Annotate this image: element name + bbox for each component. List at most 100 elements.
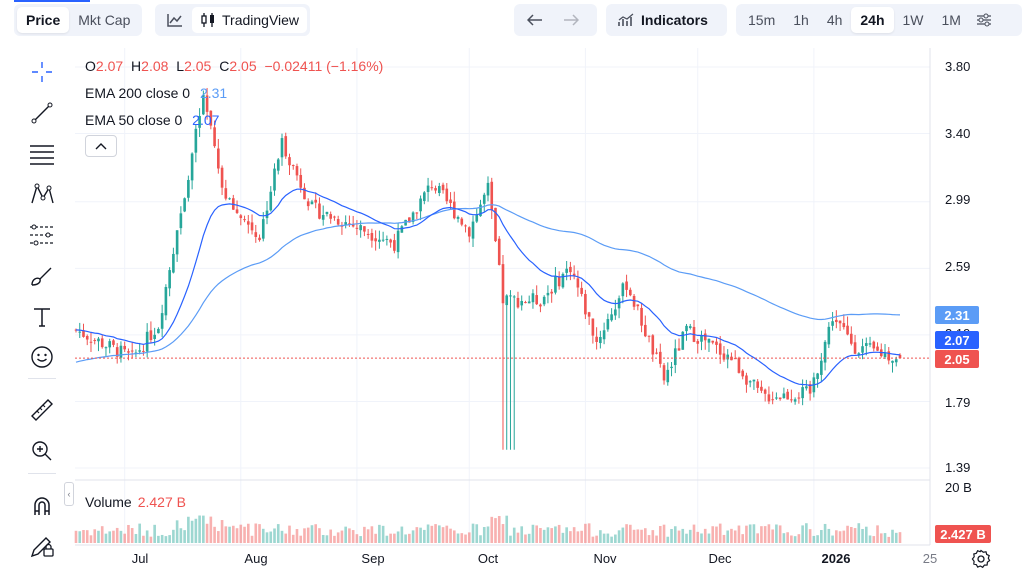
volume-bar [707, 533, 711, 543]
interval-15m[interactable]: 15m [748, 12, 776, 28]
volume-legend[interactable]: Volume 2.427 B [85, 494, 186, 510]
interval-1m[interactable]: 1M [941, 12, 961, 28]
candle-body [363, 226, 366, 232]
emoji-tool[interactable] [22, 341, 62, 373]
pattern-tool[interactable] [22, 178, 62, 210]
ema50-legend[interactable]: EMA 50 close 0 2.07 [85, 112, 219, 128]
arrow-right-icon [564, 14, 579, 26]
chart-settings-button[interactable] [970, 7, 998, 33]
volume-bar [460, 533, 464, 543]
candle-body [202, 94, 205, 115]
arrow-left-icon [527, 14, 542, 26]
volume-bar [610, 536, 613, 543]
interval-4h[interactable]: 4h [826, 12, 843, 28]
volume-bar [775, 524, 778, 543]
fib-tool[interactable] [22, 138, 62, 170]
volume-bar [396, 531, 400, 543]
candle-body [250, 222, 254, 231]
candle-body [497, 238, 501, 265]
trendline-tool[interactable] [22, 97, 62, 129]
candle-body [554, 276, 557, 293]
indicators-button[interactable]: Indicators [609, 7, 716, 33]
volume-bar [546, 527, 550, 543]
candle-body [119, 345, 123, 358]
candle-body [640, 307, 643, 326]
volume-bar [501, 524, 505, 543]
brush-tool[interactable] [22, 260, 62, 292]
text-tool[interactable] [22, 301, 62, 333]
active-tab-indicator [14, 0, 90, 2]
volume-bar [790, 535, 793, 543]
ema50-line [75, 188, 901, 387]
interval-1w[interactable]: 1W [902, 12, 924, 28]
volume-bar [321, 534, 325, 543]
candle-body [464, 225, 467, 227]
volume-bar [145, 530, 149, 543]
volume-bar [172, 529, 175, 543]
price-button[interactable]: Price [17, 7, 70, 33]
crosshair-tool[interactable] [22, 56, 62, 88]
candle-body [602, 330, 606, 340]
candle-body [569, 266, 572, 273]
candle-body [557, 277, 561, 287]
candle-body [333, 216, 336, 218]
open-value: 2.07 [95, 58, 124, 74]
volume-bar [580, 530, 583, 543]
ruler-tool[interactable] [22, 394, 62, 426]
interval-1h[interactable]: 1h [793, 12, 809, 28]
smiley-icon [31, 346, 53, 368]
candle-body [423, 192, 426, 201]
lock-drawings-tool[interactable] [22, 530, 62, 562]
volume-bar [381, 525, 385, 543]
volume-bar [471, 523, 475, 543]
open-label: O [85, 58, 96, 74]
volume-bar [835, 530, 838, 543]
candle-body [228, 198, 231, 200]
volume-bar [584, 523, 587, 543]
line-chart-button[interactable] [158, 7, 192, 33]
volume-bar [640, 529, 643, 543]
volume-bar [85, 530, 89, 543]
interval-24h[interactable]: 24h [851, 7, 894, 33]
candle-body [172, 253, 175, 273]
candle-body [138, 350, 141, 352]
candle-body [748, 381, 752, 383]
mktcap-button[interactable]: Mkt Cap [78, 12, 131, 28]
volume-bar [276, 524, 280, 543]
magnet-tool[interactable] [22, 490, 62, 522]
zoom-tool[interactable] [22, 435, 62, 467]
axis-settings-button[interactable] [970, 548, 992, 570]
candle-body [318, 203, 321, 219]
candle-body [400, 226, 404, 233]
volume-bar [722, 534, 726, 543]
chart-grid [75, 48, 931, 546]
ema200-legend[interactable]: EMA 200 close 0 2.31 [85, 85, 227, 101]
candle-body [396, 230, 400, 253]
volume-bar [426, 524, 430, 543]
candle-body [449, 199, 452, 204]
collapse-legend-button[interactable] [85, 135, 117, 157]
volume-bar [535, 525, 539, 543]
undo-button[interactable] [517, 7, 553, 33]
volume-bar [494, 518, 497, 543]
volume-bar [643, 528, 647, 543]
candle-body [235, 209, 239, 213]
redo-button[interactable] [553, 7, 589, 33]
trendline-icon [31, 102, 53, 124]
volume-bar [831, 535, 834, 543]
indicators-label: Indicators [641, 12, 708, 28]
volume-bar [894, 532, 898, 543]
volume-bar [175, 520, 179, 543]
pane-collapse-handle[interactable]: ‹ [64, 482, 74, 506]
candle-body [816, 373, 819, 379]
candle-body [175, 230, 179, 255]
volume-bar [655, 535, 658, 543]
tradingview-button[interactable]: TradingView [192, 7, 308, 33]
volume-bar [505, 515, 509, 543]
tradingview-label: TradingView [222, 12, 300, 28]
projection-tool[interactable] [22, 219, 62, 251]
candle-body [790, 399, 793, 401]
volume-bar [520, 526, 524, 543]
volume-bar [883, 533, 887, 543]
